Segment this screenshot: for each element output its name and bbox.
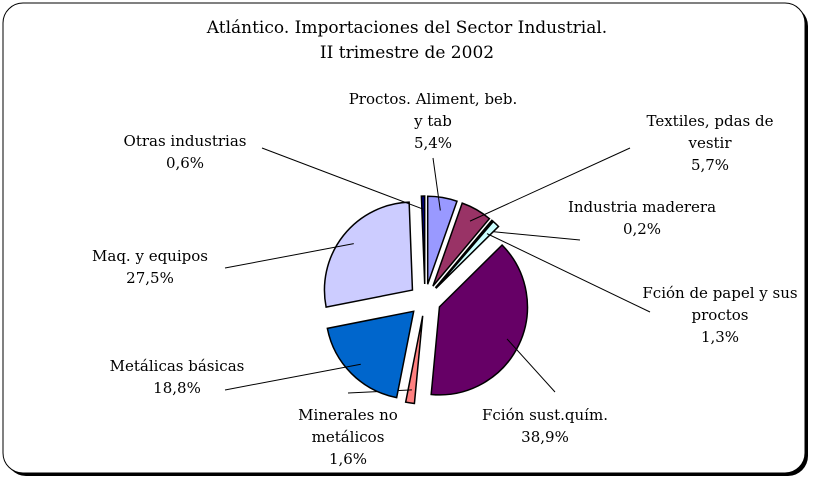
- category-label: Fción sust.quím.: [482, 406, 608, 424]
- slice-label: Fción de papel y sus proctos 1,3%: [635, 282, 805, 348]
- leader-line: [486, 233, 651, 313]
- slice-label: Textiles, pdas de vestir 5,7%: [625, 110, 795, 176]
- leader-line: [483, 230, 581, 241]
- value-label: 27,5%: [126, 269, 174, 287]
- chart-title: Atlántico. Importaciones del Sector Indu…: [206, 18, 608, 38]
- leader-line: [506, 338, 556, 393]
- leader-line: [469, 147, 631, 222]
- slice-label: Otras industrias 0,6%: [100, 130, 270, 174]
- pie-slice: [404, 315, 424, 405]
- value-label: 1,6%: [328, 450, 368, 468]
- pie-slice: [432, 202, 491, 287]
- pie-slice: [420, 195, 426, 285]
- category-label: Proctos. Aliment, beb. y tab: [348, 90, 518, 130]
- pie-slice: [434, 219, 494, 289]
- leader-line: [224, 363, 361, 391]
- pie-slice: [326, 310, 415, 399]
- category-label: Maq. y equipos: [92, 247, 208, 265]
- chart-subtitle: II trimestre de 2002: [319, 43, 495, 63]
- leader-line: [261, 147, 424, 210]
- pie-slice: [430, 243, 529, 396]
- leader-line: [224, 243, 354, 269]
- value-label: 0,6%: [165, 154, 205, 172]
- category-label: Otras industrias: [123, 132, 247, 150]
- slice-label: Fción sust.quím. 38,9%: [460, 404, 630, 448]
- category-label: Fción de papel y sus proctos: [642, 284, 798, 324]
- slice-label: Minerales no metálicos 1,6%: [263, 404, 433, 470]
- slice-label: Maq. y equipos 27,5%: [65, 245, 235, 289]
- value-label: 5,7%: [690, 156, 730, 174]
- slice-label: Industria maderera 0,2%: [557, 196, 727, 240]
- value-label: 5,4%: [413, 134, 453, 152]
- value-label: 1,3%: [700, 328, 740, 346]
- pie-slice: [323, 201, 414, 308]
- value-label: 0,2%: [622, 220, 662, 238]
- category-label: Textiles, pdas de vestir: [646, 112, 774, 152]
- slice-label: Metálicas básicas 18,8%: [92, 355, 262, 399]
- category-label: Minerales no metálicos: [298, 406, 398, 446]
- category-label: Metálicas básicas: [109, 357, 245, 375]
- value-label: 18,8%: [153, 379, 201, 397]
- leader-line: [432, 157, 441, 211]
- pie-slice: [426, 195, 458, 285]
- title-block: Atlántico. Importaciones del Sector Indu…: [0, 16, 814, 66]
- pie-slice: [435, 220, 500, 289]
- category-label: Industria maderera: [567, 198, 717, 216]
- value-label: 38,9%: [521, 428, 569, 446]
- slice-label: Proctos. Aliment, beb. y tab 5,4%: [348, 88, 518, 154]
